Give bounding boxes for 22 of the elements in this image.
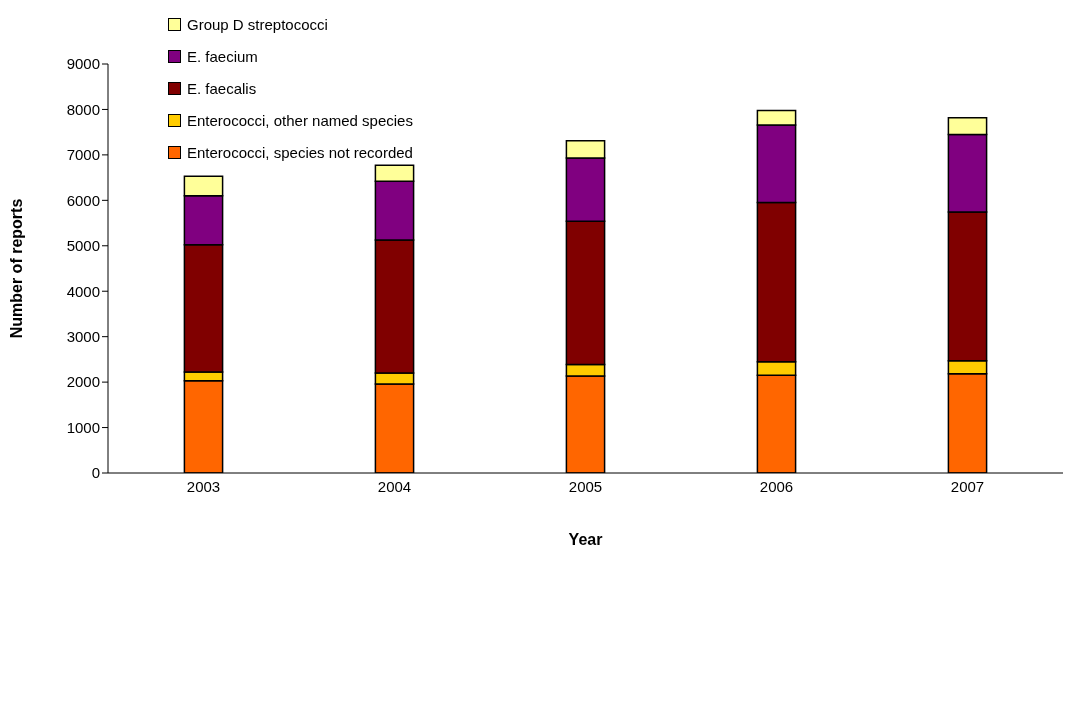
legend-label: Enterococci, other named species (187, 111, 413, 129)
x-tick-label: 2005 (568, 477, 603, 495)
x-axis-title: Year (568, 531, 603, 548)
y-axis-title: Number of reports (7, 198, 25, 339)
y-tick-label: 9000 (66, 55, 100, 73)
x-tick-label: 2006 (759, 477, 794, 495)
legend-label: E. faecium (187, 47, 258, 65)
y-tick-label: 5000 (66, 237, 100, 255)
y-tick-label: 0 (91, 464, 100, 482)
y-tick-label: 1000 (66, 418, 100, 436)
y-tick-label: 3000 (66, 327, 100, 345)
x-tick-label: 2004 (377, 477, 412, 495)
legend-label: Enterococci, species not recorded (187, 143, 413, 161)
x-tick-label: 2003 (186, 477, 221, 495)
y-tick-label: 6000 (66, 191, 100, 209)
y-tick-label: 4000 (66, 282, 100, 300)
x-tick-label: 2007 (950, 477, 985, 495)
legend-label: E. faecalis (187, 79, 257, 97)
y-tick-label: 8000 (66, 100, 100, 118)
legend-label: Group D streptococci (187, 15, 328, 33)
y-tick-label: 7000 (66, 146, 100, 164)
y-tick-label: 2000 (66, 373, 100, 391)
